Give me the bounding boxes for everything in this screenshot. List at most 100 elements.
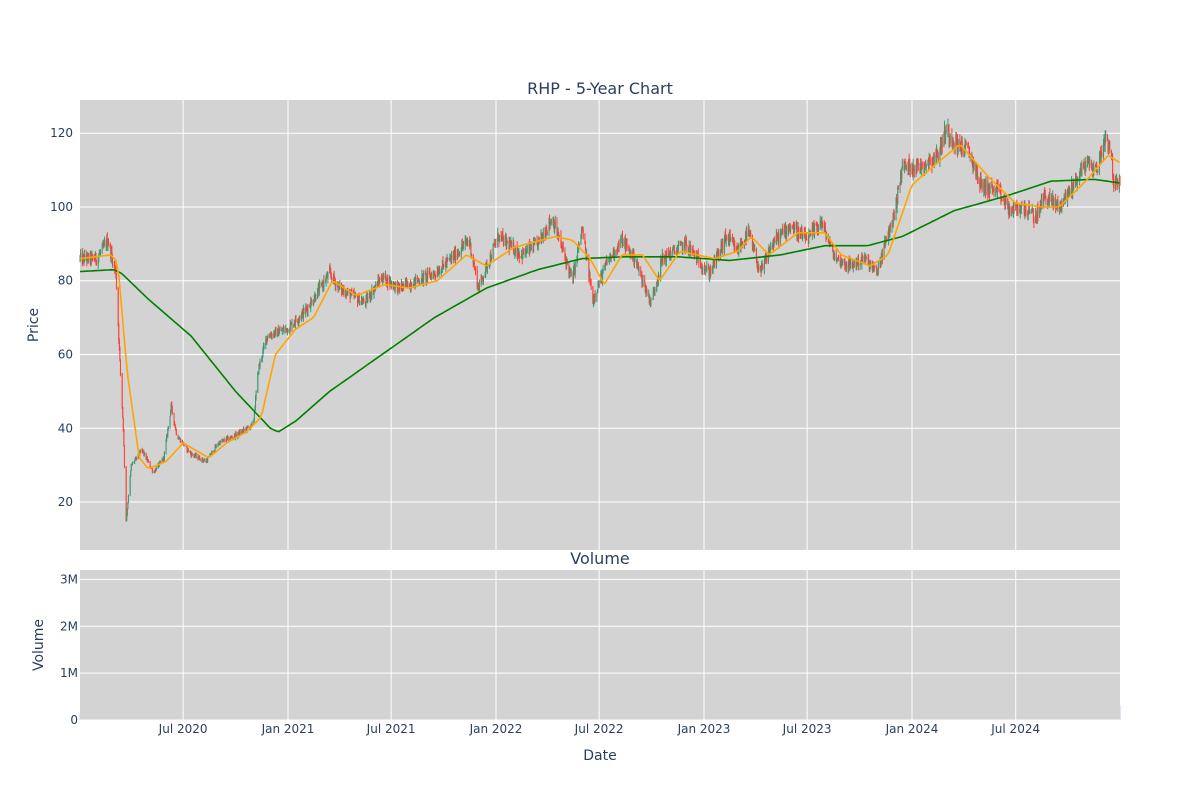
- candle-body: [678, 245, 680, 246]
- candle-body: [545, 229, 547, 236]
- candle-body: [1011, 207, 1013, 217]
- candle-body: [797, 227, 799, 235]
- candle-body: [963, 153, 965, 155]
- candle-body: [792, 226, 794, 232]
- candle-body: [653, 289, 655, 292]
- candle-body: [955, 136, 957, 148]
- candle-body: [201, 457, 203, 461]
- candle-body: [967, 147, 969, 148]
- candle-body: [420, 282, 422, 284]
- candle-body: [102, 244, 104, 247]
- candle-body: [1004, 202, 1006, 204]
- candle-body: [133, 461, 135, 463]
- candle-body: [689, 245, 691, 247]
- candle-body: [592, 298, 594, 304]
- candle-body: [247, 426, 249, 428]
- volume-y-tick-label: 3M: [60, 572, 78, 586]
- candle-body: [764, 258, 766, 261]
- candle-body: [670, 253, 672, 258]
- candle-body: [131, 462, 133, 465]
- candle-body: [461, 244, 463, 252]
- candle-body: [897, 186, 899, 203]
- candle-body: [502, 237, 504, 246]
- candle-body: [351, 290, 353, 292]
- candle-body: [265, 338, 267, 346]
- candle-body: [590, 283, 592, 287]
- candle-body: [269, 334, 271, 338]
- candle-body: [749, 232, 751, 236]
- candle-body: [656, 282, 658, 284]
- candle-body: [109, 244, 111, 247]
- candle-body: [649, 300, 651, 303]
- candle-body: [506, 241, 508, 245]
- candle-body: [362, 299, 364, 302]
- candle-body: [1047, 199, 1049, 205]
- candle-body: [508, 241, 510, 250]
- candle-body: [383, 274, 385, 278]
- candle-body: [808, 234, 810, 244]
- candle-body: [618, 243, 620, 245]
- candle-body: [365, 302, 366, 304]
- candle-body: [347, 290, 349, 293]
- candle-body: [892, 222, 894, 226]
- candle-body: [645, 288, 647, 293]
- candle-body: [956, 139, 958, 141]
- candle-body: [753, 246, 755, 251]
- candle-body: [985, 180, 987, 192]
- candle-body: [437, 271, 439, 275]
- candle-body: [774, 240, 776, 244]
- candle-body: [401, 283, 403, 288]
- candle-body: [1044, 194, 1046, 198]
- candle-body: [343, 289, 345, 296]
- candle-body: [613, 248, 615, 257]
- candle-body: [876, 273, 878, 275]
- candle-body: [606, 260, 608, 262]
- candle-body: [281, 329, 283, 332]
- candle-body: [1089, 161, 1091, 165]
- candle-body: [484, 272, 486, 278]
- candle-body: [1104, 137, 1106, 145]
- candle-body: [624, 240, 626, 251]
- candle-body: [382, 279, 384, 282]
- candle-body: [815, 224, 817, 226]
- candle-body: [314, 294, 316, 300]
- candle-body: [741, 242, 743, 247]
- candle-body: [658, 275, 660, 277]
- candle-body: [473, 262, 475, 269]
- candle-body: [211, 450, 213, 452]
- candle-body: [900, 172, 902, 179]
- candle-body: [302, 310, 304, 318]
- x-tick-label: Jul 2020: [158, 722, 208, 736]
- candle-body: [1049, 194, 1051, 202]
- candle-body: [771, 245, 773, 247]
- candle-body: [618, 243, 620, 247]
- candle-body: [122, 407, 124, 418]
- candle-body: [151, 468, 153, 469]
- candle-body: [1041, 198, 1043, 204]
- candle-body: [394, 285, 396, 289]
- candle-body: [989, 187, 990, 194]
- candle-body: [701, 267, 703, 269]
- candle-body: [327, 273, 329, 279]
- candle-body: [516, 246, 518, 257]
- candle-body: [933, 159, 935, 163]
- candle-body: [1036, 219, 1038, 221]
- candle-body: [497, 233, 499, 239]
- price-y-tick-label: 60: [58, 348, 73, 362]
- candle-body: [904, 162, 906, 167]
- candle-body: [804, 232, 806, 241]
- candle-body: [608, 257, 610, 262]
- candle-body: [791, 227, 793, 229]
- candle-body: [398, 282, 400, 284]
- candle-body: [210, 453, 211, 456]
- candle-body: [811, 227, 813, 236]
- candle-body: [801, 229, 803, 239]
- candle-body: [505, 236, 507, 238]
- candle-body: [255, 397, 257, 409]
- candle-body: [273, 332, 275, 336]
- candle-body: [1056, 199, 1058, 205]
- candle-body: [270, 335, 272, 338]
- candle-body: [872, 265, 874, 271]
- candle-body: [877, 265, 879, 270]
- candle-body: [620, 237, 622, 247]
